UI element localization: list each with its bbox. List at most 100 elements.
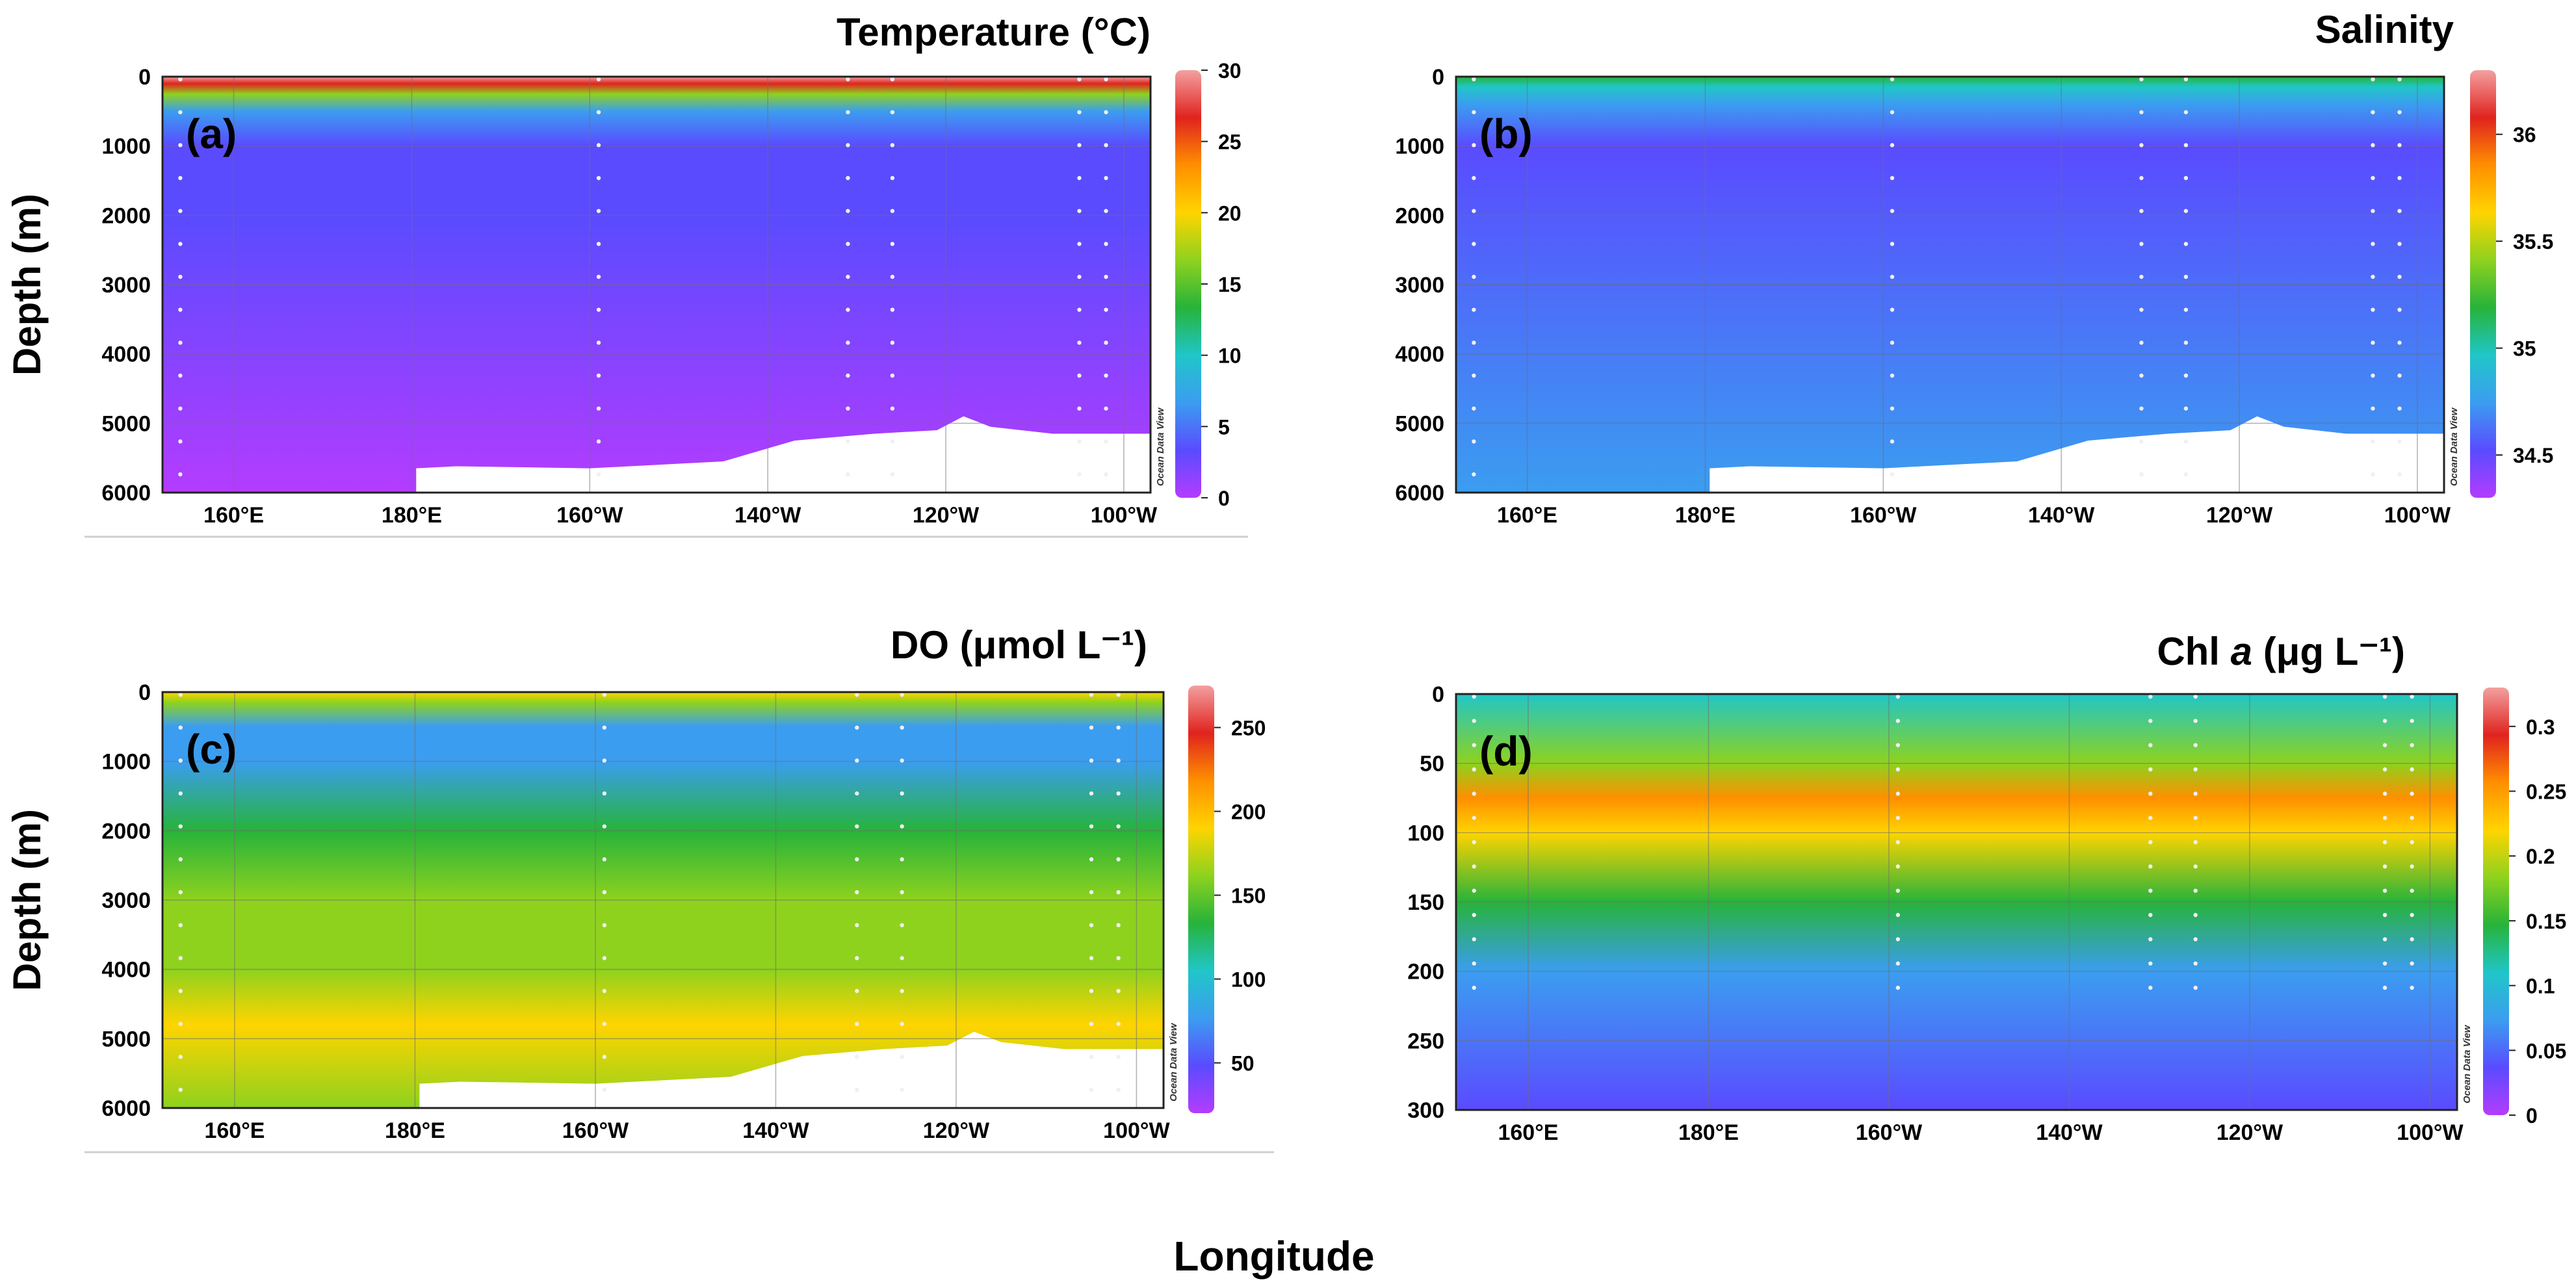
station-dot [1116, 956, 1121, 960]
station-dot [2193, 937, 2198, 942]
colorbar-tick-label: 0 [1218, 487, 1230, 510]
y-tick-label: 2000 [101, 819, 151, 844]
station-dot [1077, 307, 1082, 312]
station-dot [1077, 209, 1082, 213]
station-dot [2410, 719, 2414, 723]
station-dot [1116, 857, 1121, 862]
station-dot [890, 242, 895, 246]
station-dot [2410, 937, 2414, 942]
station-dot [2139, 242, 2144, 246]
station-dot [2183, 110, 2189, 114]
station-dot [900, 692, 904, 697]
colorbar [2483, 688, 2509, 1115]
station-dot [855, 923, 859, 927]
station-dot [1890, 406, 1895, 411]
panel-label: (a) [186, 110, 237, 157]
x-tick-label: 140°W [2028, 503, 2095, 528]
station-dot [2397, 373, 2402, 378]
station-dot [1116, 824, 1121, 829]
station-dot [1104, 242, 1108, 246]
station-dot [178, 1022, 183, 1026]
station-dot [855, 890, 859, 895]
station-dot [1116, 1087, 1121, 1092]
station-dot [1077, 110, 1082, 114]
y-tick-label: 0 [1432, 682, 1444, 707]
station-dot [1104, 472, 1108, 477]
station-dot [1890, 439, 1895, 444]
x-tick-label: 100°W [2397, 1120, 2464, 1145]
station-dot [2148, 912, 2153, 918]
station-dot [1104, 373, 1108, 378]
station-dot [846, 406, 850, 411]
station-dot [1089, 824, 1094, 829]
station-dot [178, 143, 183, 148]
station-dot [1895, 937, 1901, 942]
station-dot [596, 242, 601, 246]
station-dot [2410, 767, 2414, 772]
station-dot [2139, 307, 2144, 312]
station-dot [1089, 692, 1094, 697]
station-dot [2371, 307, 2375, 312]
station-dot [602, 692, 607, 697]
x-tick-label: 120°W [913, 503, 980, 528]
station-dot [2139, 110, 2144, 114]
station-dot [2382, 743, 2387, 747]
station-dot [1472, 209, 1476, 213]
station-dot [1472, 77, 1476, 82]
station-dot [178, 472, 183, 477]
station-dot [1895, 912, 1901, 918]
station-dot [2139, 373, 2144, 378]
colorbar-tick-label: 250 [1231, 717, 1266, 740]
station-dot [2397, 77, 2402, 82]
colorbar-tick-label: 15 [1218, 273, 1242, 296]
station-dot [2183, 439, 2189, 444]
colorbar-tick-label: 35 [2513, 337, 2536, 361]
station-dot [2371, 175, 2375, 181]
station-dot [1116, 758, 1121, 763]
station-dot [846, 77, 850, 82]
colorbar-tick-label: 0.25 [2526, 780, 2566, 804]
panel-a: 160°E 180°E 160°W 140°W 120°W 100°W 0 1000 2000 3… [5, 10, 1242, 528]
station-dot [846, 143, 850, 148]
station-dot [1472, 175, 1476, 181]
y-tick-label: 200 [1407, 960, 1444, 985]
y-tick-label: 2000 [101, 203, 151, 228]
station-dot [1089, 956, 1094, 960]
station-dot [2397, 209, 2402, 213]
station-dot [2193, 888, 2198, 893]
station-dot [2183, 209, 2189, 213]
station-dot [1089, 988, 1094, 994]
station-dot [2382, 864, 2387, 869]
station-dot [855, 758, 859, 763]
station-dot [2382, 694, 2387, 699]
station-dot [900, 1055, 904, 1059]
colorbar-tick-label: 5 [1218, 415, 1230, 439]
station-dot [596, 439, 601, 444]
station-dot [1472, 242, 1476, 246]
station-dot [2183, 274, 2189, 279]
station-dot [602, 758, 607, 763]
station-dot [2139, 341, 2144, 345]
station-dot [1890, 341, 1895, 345]
figure-xlabel: Longitude [1173, 1233, 1374, 1280]
station-dot [2371, 373, 2375, 378]
station-dot [1116, 890, 1121, 895]
station-dot [1472, 143, 1476, 148]
station-dot [890, 341, 895, 345]
station-dot [846, 307, 850, 312]
station-dot [178, 439, 183, 444]
station-dot [2183, 77, 2189, 82]
y-tick-label: 100 [1407, 821, 1444, 845]
station-dot [596, 77, 601, 82]
colorbar-tick-label: 10 [1218, 344, 1242, 368]
station-dot [1116, 725, 1121, 730]
colorbar-tick-label: 0.3 [2526, 715, 2555, 739]
station-dot [178, 373, 183, 378]
station-dot [2382, 792, 2387, 796]
colorbar-tick-label: 0 [2526, 1104, 2538, 1127]
y-tick-label: 1000 [101, 135, 151, 159]
station-dot [1089, 923, 1094, 927]
station-dot [855, 1055, 859, 1059]
station-dot [2397, 406, 2402, 411]
station-dot [1089, 890, 1094, 895]
